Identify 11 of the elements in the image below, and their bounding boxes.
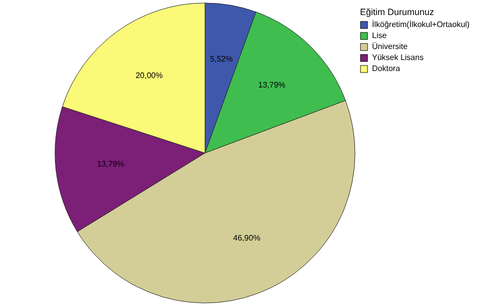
legend-label: Doktora — [372, 64, 401, 73]
data-label: 20,00% — [136, 71, 163, 80]
legend-label: Yüksek Lisans — [372, 53, 424, 62]
legend-title: Eğitim Durumunuz — [360, 7, 435, 17]
data-label: 46,90% — [233, 233, 260, 242]
data-label: 13,79% — [97, 159, 124, 168]
data-label: 5,52% — [210, 54, 233, 64]
data-label: 13,79% — [258, 80, 286, 90]
legend-label: Üniversite — [372, 42, 408, 51]
legend-label: İlköğretim(İlkokul+Ortaokul) — [372, 20, 470, 29]
legend-label: Lise — [372, 31, 388, 40]
